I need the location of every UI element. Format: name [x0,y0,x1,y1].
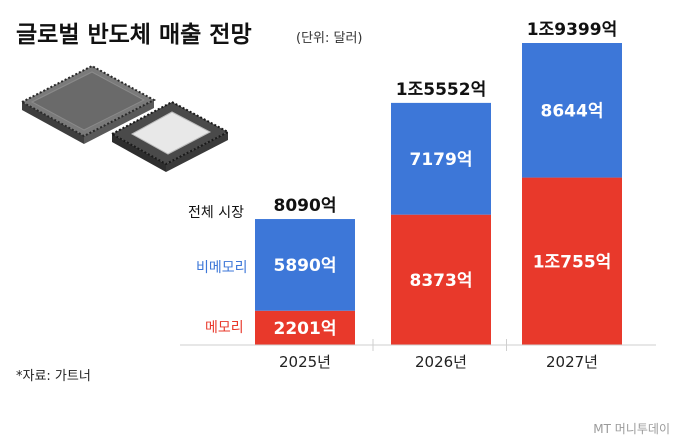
unit-note: (단위: 달러) [296,31,363,46]
credit-watermark: MT 머니투데이 [593,422,670,436]
legend-non-memory: 비메모리 [196,260,248,276]
non-memory-bar-1 [391,102,491,215]
x-tick-2: 2027년 [546,353,598,371]
legend-total: 전체 시장 [188,205,244,221]
memory-label-2: 1조755억 [533,252,612,272]
non-memory-label-1: 7179억 [410,150,473,170]
memory-bar-2 [522,177,622,345]
total-label-0: 8090억 [274,196,337,216]
total-label-1: 1조5552억 [396,80,486,100]
memory-bar-1 [391,214,491,345]
chip-icon [19,64,231,172]
non-memory-label-2: 8644억 [541,101,604,121]
memory-label-1: 8373억 [410,271,473,291]
non-memory-label-0: 5890억 [274,256,337,276]
source-note: *자료: 가트너 [16,369,91,384]
memory-label-0: 2201억 [274,319,337,339]
memory-bar-0 [255,310,355,345]
non-memory-bar-2 [522,43,622,178]
x-tick-1: 2026년 [415,353,467,371]
non-memory-bar-0 [255,219,355,311]
legend-memory: 메모리 [205,320,244,336]
x-tick-0: 2025년 [279,353,331,371]
chart-title: 글로벌 반도체 매출 전망 [16,22,252,48]
total-label-2: 1조9399억 [527,20,617,40]
